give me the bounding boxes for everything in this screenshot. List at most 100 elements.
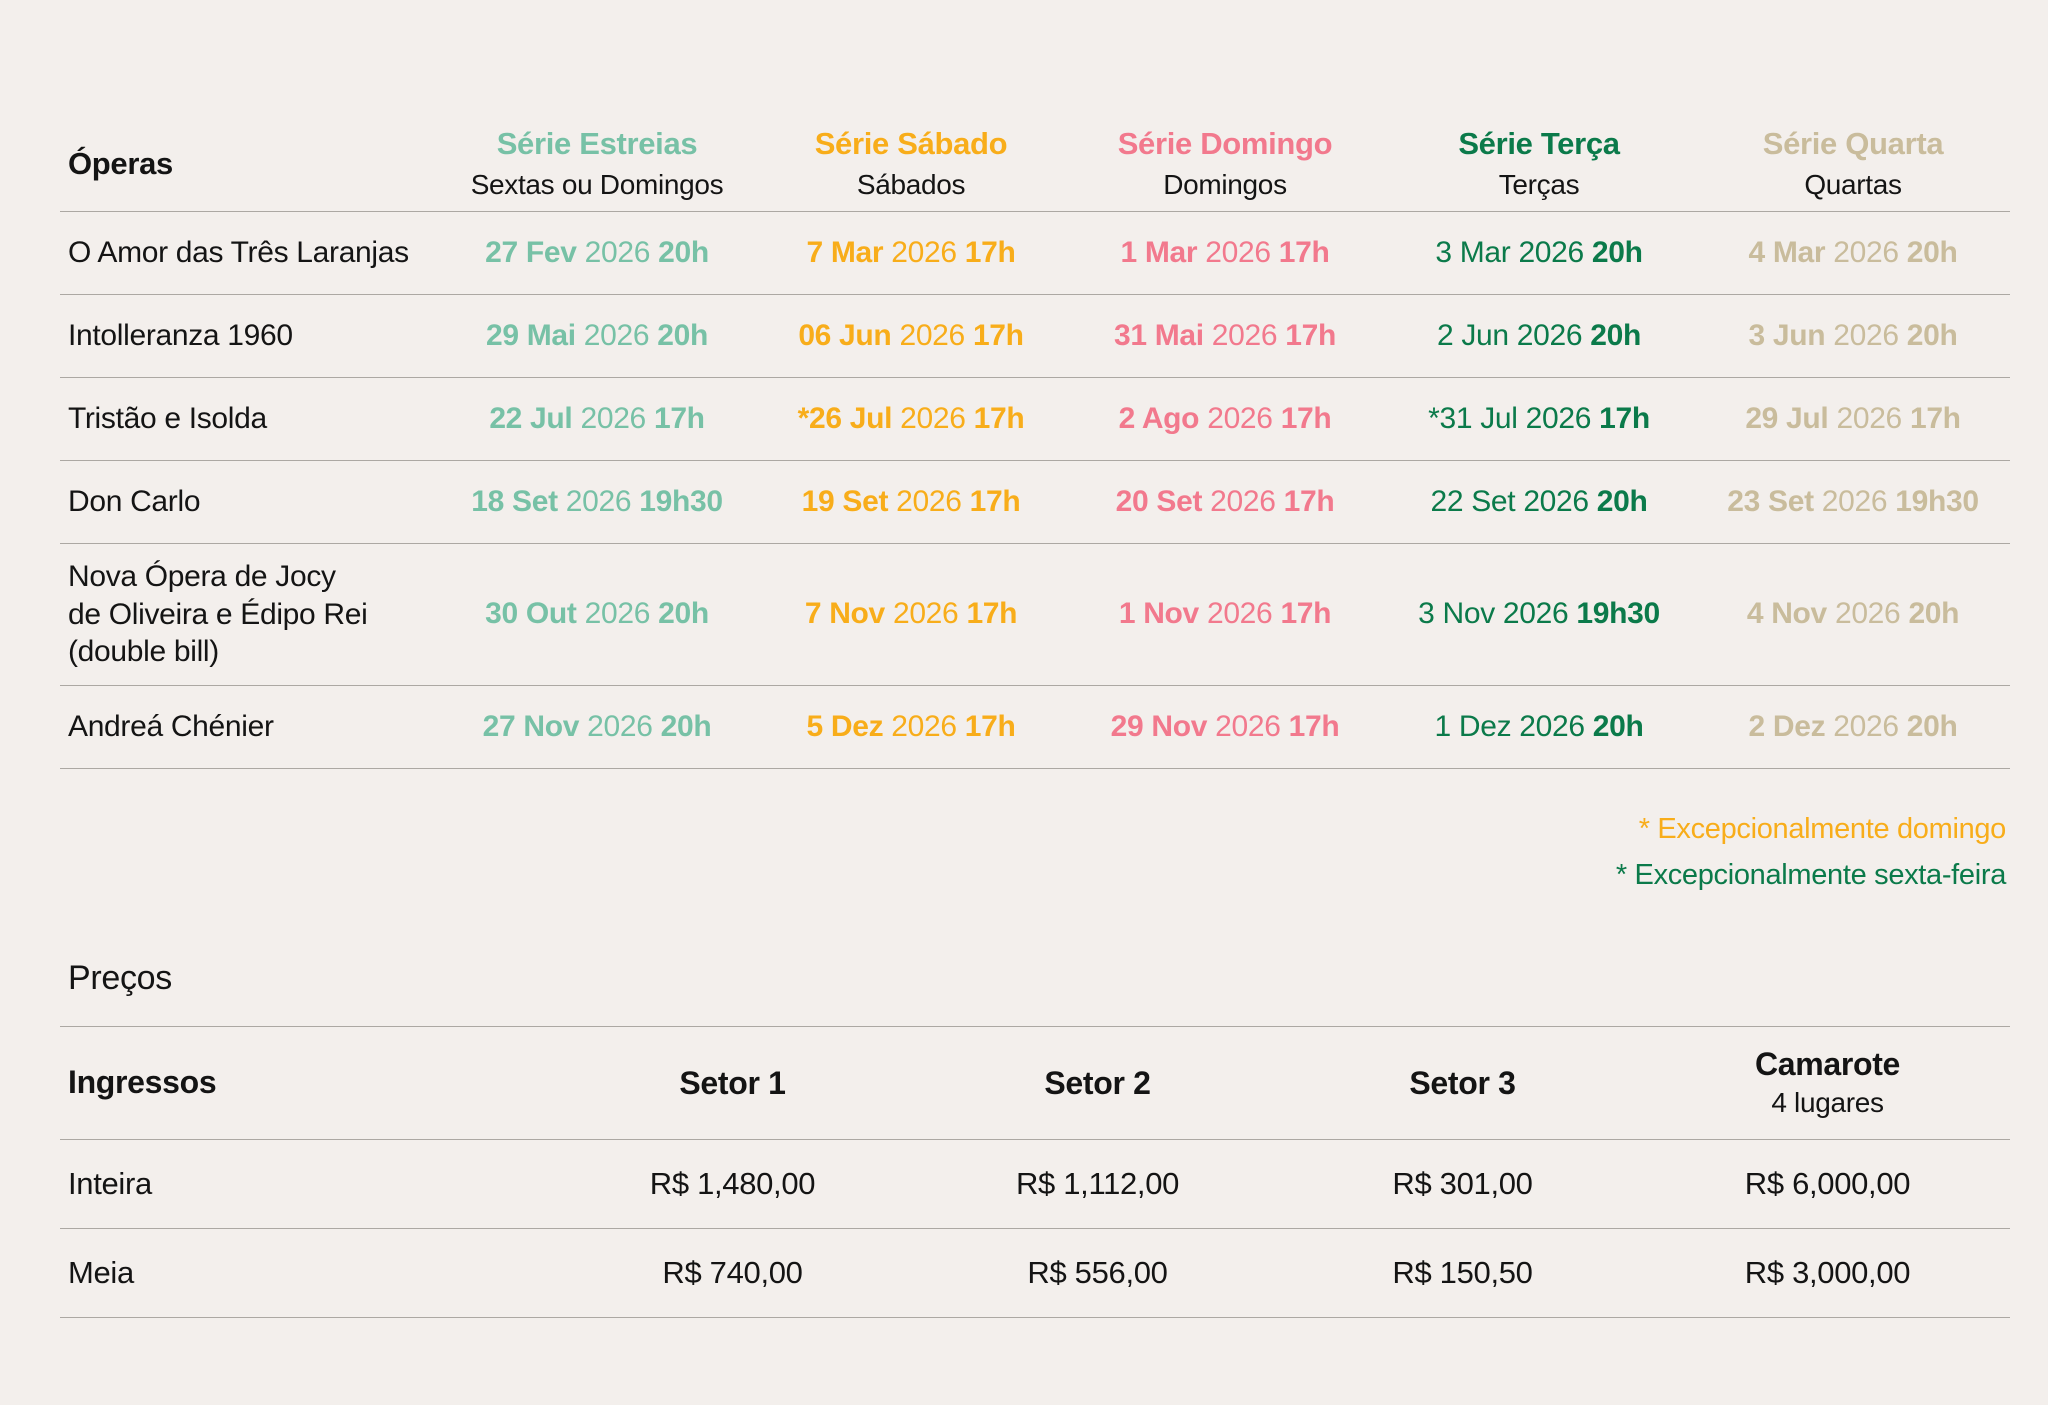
series-domingo-header: Série Domingo Domingos xyxy=(1068,126,1382,201)
date-day-month: 29 Nov xyxy=(1110,709,1208,743)
date-year: 2026 xyxy=(1833,319,1899,352)
series-subtitle: Terças xyxy=(1498,169,1580,200)
date-time: 17h xyxy=(1909,402,1961,435)
date-time: 19h30 xyxy=(1576,597,1660,631)
date-time: 17h xyxy=(1278,236,1330,269)
date-year: 2026 xyxy=(1516,319,1583,352)
series-name: Série Sábado xyxy=(814,126,1008,161)
date-year: 2026 xyxy=(1834,597,1901,631)
series-subtitle: Quartas xyxy=(1804,169,1902,200)
price-column-name: Camarote xyxy=(1754,1046,1901,1082)
ticket-type-label: Inteira xyxy=(68,1165,152,1201)
date-day-month: 23 Set xyxy=(1727,485,1814,518)
date-day-month: 18 Set xyxy=(471,485,558,518)
price-column-name: Setor 1 xyxy=(679,1064,786,1101)
price-value: R$ 740,00 xyxy=(662,1254,803,1290)
date-time: 17h xyxy=(969,485,1021,518)
date-day-month: 2 Dez xyxy=(1748,709,1826,743)
schedule-header-row: Óperas Série Estreias Sextas ou Domingos… xyxy=(60,0,2010,212)
date-year: 2026 xyxy=(584,597,651,631)
date-time: 19h30 xyxy=(639,485,723,518)
series-name: Série Estreias xyxy=(496,126,698,161)
date-time: 20h xyxy=(1906,236,1958,269)
series-subtitle: Sábados xyxy=(856,169,966,200)
date-time: 17h xyxy=(653,402,705,435)
date-time: 20h xyxy=(1908,597,1960,631)
date-time: 17h xyxy=(1285,319,1337,352)
performance-date: 7 Mar 2026 17h xyxy=(754,236,1068,270)
prices-heading: Preços xyxy=(68,958,172,997)
series-name: Série Terça xyxy=(1458,126,1620,161)
setor-1-header: Setor 1 xyxy=(550,1065,915,1101)
date-day-month: 4 Mar xyxy=(1748,236,1826,269)
opera-title: Nova Ópera de Jocy de Oliveira e Édipo R… xyxy=(68,560,368,668)
camarote-header: Camarote 4 lugares xyxy=(1645,1046,2010,1119)
date-day-month: 1 Dez xyxy=(1434,709,1512,743)
date-time: 20h xyxy=(657,319,709,352)
date-year: 2026 xyxy=(580,402,646,435)
schedule-row: Don Carlo 18 Set 2026 19h30 19 Set 2026 … xyxy=(60,461,2010,544)
date-year: 2026 xyxy=(1206,597,1273,631)
date-day-month: 3 Mar xyxy=(1435,236,1511,269)
performance-date: 29 Nov 2026 17h xyxy=(1068,710,1382,744)
series-estreias-header: Série Estreias Sextas ou Domingos xyxy=(440,126,754,201)
performance-date: 2 Ago 2026 17h xyxy=(1068,402,1382,436)
date-day-month: 2 Jun xyxy=(1436,319,1509,352)
date-day-month: 4 Nov xyxy=(1746,597,1827,631)
date-time: 20h xyxy=(1590,319,1642,352)
date-time: 20h xyxy=(1592,709,1644,743)
date-time: 20h xyxy=(1591,236,1643,269)
opera-schedule-table: Óperas Série Estreias Sextas ou Domingos… xyxy=(60,0,2010,769)
date-year: 2026 xyxy=(584,236,651,269)
date-time: 20h xyxy=(1906,709,1958,743)
price-value: R$ 3,000,00 xyxy=(1744,1254,1911,1290)
opera-title: Tristão e Isolda xyxy=(68,402,267,436)
opera-title: Andreá Chénier xyxy=(68,709,274,743)
performance-date: 2 Jun 2026 20h xyxy=(1382,319,1696,353)
date-day-month: 06 Jun xyxy=(798,319,892,352)
series-terca-header: Série Terça Terças xyxy=(1382,126,1696,201)
date-year: 2026 xyxy=(565,485,632,518)
date-time: 17h xyxy=(1288,709,1340,743)
schedule-row: O Amor das Três Laranjas 27 Fev 2026 20h… xyxy=(60,212,2010,295)
performance-date: 19 Set 2026 17h xyxy=(754,485,1068,519)
performance-date: 29 Jul 2026 17h xyxy=(1696,402,2010,436)
schedule-rows: O Amor das Três Laranjas 27 Fev 2026 20h… xyxy=(60,212,2010,769)
date-time: 20h xyxy=(660,709,712,743)
date-time: 20h xyxy=(1906,319,1958,352)
performance-date: 1 Nov 2026 17h xyxy=(1068,597,1382,631)
price-column-name: Setor 2 xyxy=(1044,1064,1151,1101)
date-day-month: 30 Out xyxy=(485,597,577,631)
date-year: 2026 xyxy=(1519,709,1585,743)
series-quarta-header: Série Quarta Quartas xyxy=(1696,126,2010,201)
date-year: 2026 xyxy=(1210,485,1276,518)
date-day-month: 22 Jul xyxy=(489,402,573,435)
performance-date: 3 Mar 2026 20h xyxy=(1382,236,1696,270)
performance-date: 3 Nov 2026 19h30 xyxy=(1382,597,1696,631)
performance-date: 1 Dez 2026 20h xyxy=(1382,710,1696,744)
footnotes: * Excepcionalmente domingo * Excepcional… xyxy=(60,811,2010,893)
date-day-month: 31 Mai xyxy=(1113,319,1204,352)
date-time: 17h xyxy=(964,236,1016,269)
performance-date: 27 Fev 2026 20h xyxy=(440,236,754,270)
date-time: 17h xyxy=(1283,485,1335,518)
price-column-name: Setor 3 xyxy=(1409,1064,1516,1101)
date-day-month: 27 Nov xyxy=(482,709,580,743)
date-year: 2026 xyxy=(891,236,957,269)
page-content: Óperas Série Estreias Sextas ou Domingos… xyxy=(60,0,2010,1318)
prices-rows: Inteira R$ 1,480,00 R$ 1,112,00 R$ 301,0… xyxy=(60,1140,2010,1318)
date-time: 17h xyxy=(1599,402,1650,435)
date-time: 17h xyxy=(1280,597,1332,631)
date-year: 2026 xyxy=(896,485,962,518)
series-name: Série Domingo xyxy=(1117,126,1333,161)
prices-table: Ingressos Setor 1 Setor 2 Setor 3 Camaro… xyxy=(60,1025,2010,1318)
opera-title: O Amor das Três Laranjas xyxy=(68,236,409,270)
performance-date: 22 Set 2026 20h xyxy=(1382,485,1696,519)
date-day-month: *26 Jul xyxy=(797,402,893,435)
prices-header-row: Ingressos Setor 1 Setor 2 Setor 3 Camaro… xyxy=(60,1027,2010,1140)
performance-date: 18 Set 2026 19h30 xyxy=(440,485,754,519)
performance-date: 2 Dez 2026 20h xyxy=(1696,710,2010,744)
setor-3-header: Setor 3 xyxy=(1280,1065,1645,1101)
performance-date: 22 Jul 2026 17h xyxy=(440,402,754,436)
date-time: 17h xyxy=(964,709,1016,743)
